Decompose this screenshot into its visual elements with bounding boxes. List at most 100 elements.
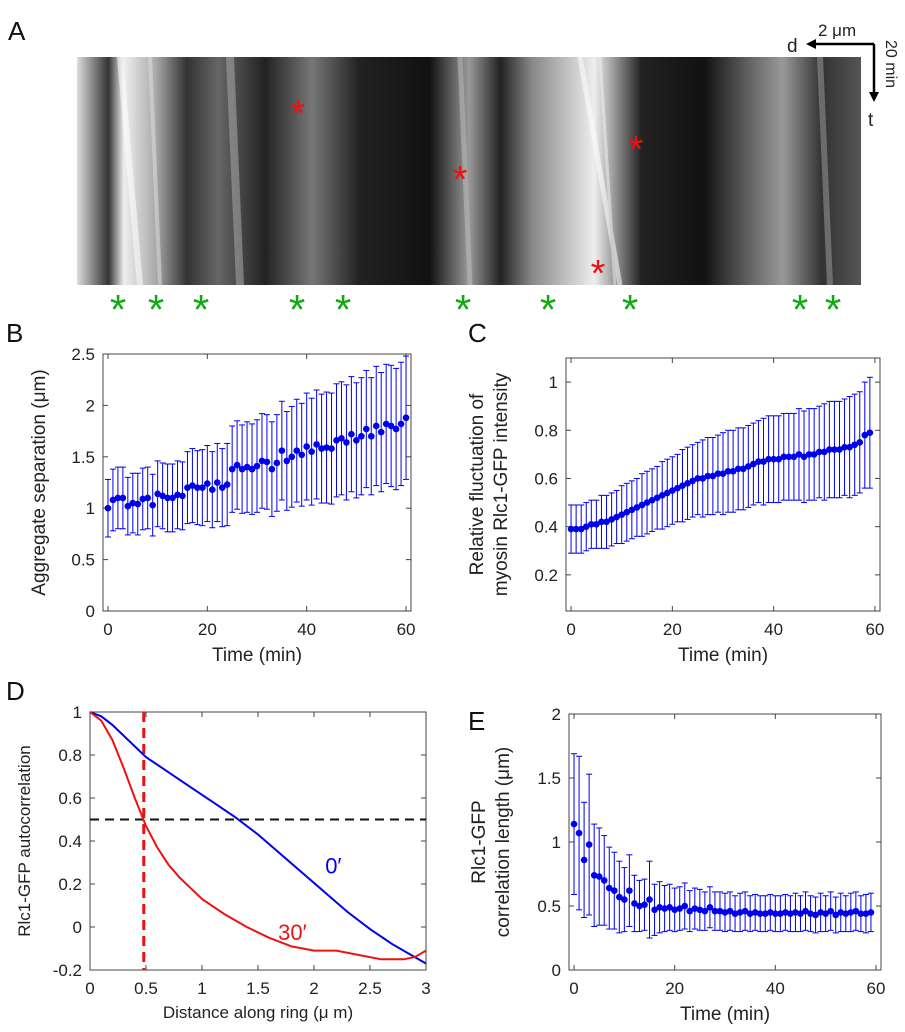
x-axis-label: Time (min): [680, 1004, 770, 1025]
axes-box: [102, 353, 412, 612]
data-point: [636, 902, 643, 910]
series-label: 30′: [278, 920, 307, 945]
x-tick-label: 20: [198, 620, 217, 639]
data-point: [362, 425, 370, 433]
data-point: [681, 902, 689, 910]
data-point: [661, 905, 668, 912]
y-tick-label: 1.5: [537, 769, 561, 788]
data-point: [696, 906, 704, 914]
data-point: [861, 431, 869, 439]
data-point: [800, 453, 808, 461]
panel-letter: D: [6, 676, 25, 706]
series-label: 0′: [325, 853, 341, 878]
data-point: [666, 903, 673, 911]
data-point: [711, 907, 719, 915]
y-tick-label: 0.5: [71, 551, 95, 570]
data-point: [293, 447, 301, 454]
data-point: [726, 907, 734, 915]
data-point: [348, 430, 355, 438]
data-point: [653, 494, 661, 502]
data-point: [706, 903, 714, 911]
x-tick-label: 0: [85, 979, 94, 998]
data-point: [199, 484, 206, 491]
x-tick-label: 1: [197, 979, 206, 998]
y-axis-label: correlation length (μm): [493, 747, 514, 937]
data-point: [741, 907, 749, 915]
data-point: [119, 494, 127, 502]
data-point: [303, 443, 310, 450]
data-point: [174, 491, 181, 499]
data-point: [213, 479, 221, 486]
data-point: [204, 480, 211, 487]
green-star: *: [148, 286, 164, 333]
data-point: [782, 909, 789, 916]
data-point: [623, 508, 631, 516]
data-point: [836, 446, 843, 453]
data-point: [598, 518, 605, 526]
red-star: *: [591, 253, 606, 295]
data-point: [807, 910, 814, 917]
green-star: *: [193, 286, 209, 333]
data-point: [288, 453, 296, 461]
data-point: [760, 458, 767, 465]
data-point: [353, 437, 360, 444]
data-point: [626, 887, 633, 894]
chart-d: D0 0.5 1 1.5 2 2.5 3-0.200.20.40.60.81Distance…: [6, 676, 431, 1022]
data-point: [852, 907, 860, 915]
data-point: [621, 896, 628, 903]
data-point: [704, 472, 712, 480]
data-point: [263, 458, 271, 466]
x-tick-label: 0.5: [134, 979, 158, 998]
data-point: [600, 877, 608, 884]
data-point: [248, 465, 256, 473]
x-tick-label: 20: [663, 620, 682, 639]
data-point: [328, 445, 335, 452]
data-point: [751, 909, 759, 916]
data-point: [787, 910, 794, 917]
x-tick-label: 1.5: [246, 979, 270, 998]
data-point: [179, 492, 186, 500]
data-point: [610, 887, 618, 894]
data-point: [129, 499, 137, 507]
data-point: [588, 520, 595, 528]
data-point: [766, 909, 774, 916]
data-point: [679, 482, 686, 490]
data-point: [746, 910, 754, 917]
x-tick-label: 0: [103, 620, 112, 639]
data-point: [208, 486, 216, 493]
data-point: [605, 884, 613, 892]
data-point: [847, 909, 855, 916]
data-point: [154, 490, 161, 498]
y-tick-label: 1: [552, 833, 561, 852]
data-point: [184, 484, 191, 491]
data-point: [827, 907, 834, 915]
data-point: [338, 434, 345, 442]
data-point: [831, 446, 838, 453]
x-tick-label: 60: [865, 620, 884, 639]
kymo-streak: [117, 56, 143, 286]
data-point: [333, 437, 340, 444]
green-star: *: [289, 286, 305, 333]
panel-letter: C: [468, 318, 487, 348]
panel-letter: E: [468, 706, 485, 736]
data-point: [770, 455, 777, 463]
y-tick-label: 1: [549, 373, 558, 392]
y-tick-label: 1: [86, 499, 95, 518]
data-point: [323, 444, 330, 451]
y-tick-label: 0: [73, 918, 82, 937]
data-point: [577, 525, 585, 533]
data-point: [724, 467, 732, 475]
data-point: [631, 900, 638, 907]
x-tick-label: 40: [297, 620, 316, 639]
data-point: [228, 465, 236, 473]
data-point: [756, 910, 764, 917]
panel-letter: B: [6, 318, 23, 348]
data-point: [817, 909, 824, 916]
data-point: [790, 453, 798, 461]
data-point: [194, 484, 201, 491]
x-tick-label: 0: [566, 620, 575, 639]
data-point: [797, 910, 804, 917]
data-point: [810, 451, 818, 458]
x-tick-label: 2: [309, 979, 318, 998]
data-point: [648, 496, 656, 504]
